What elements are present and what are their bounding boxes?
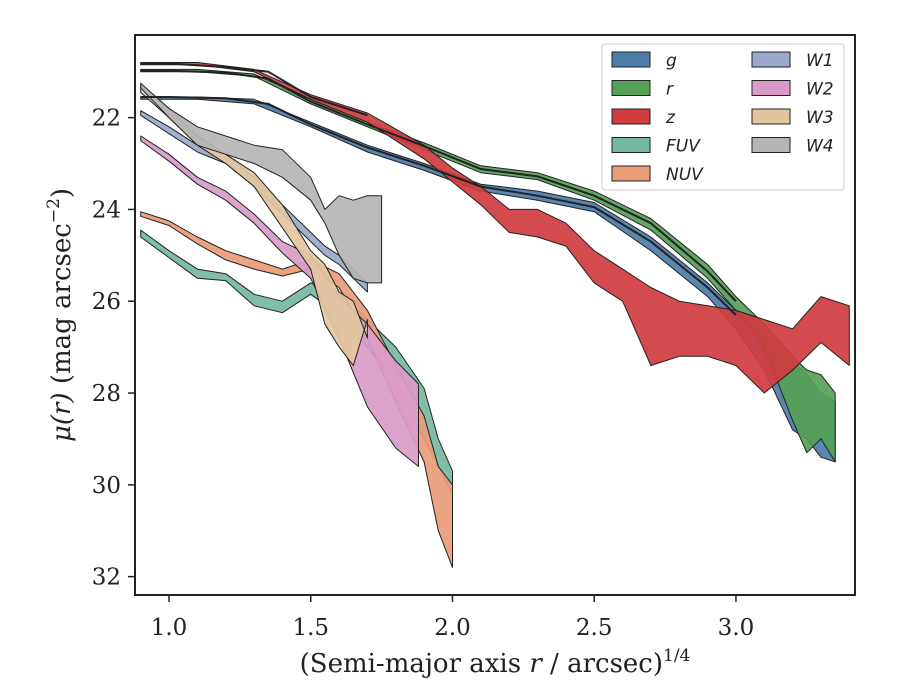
legend-item-z: z [611, 108, 676, 128]
plot-frame [134, 34, 856, 596]
band-w3 [140, 85, 368, 366]
x-tick-label: 2.0 [434, 615, 471, 641]
x-axis-label-var: r [529, 649, 543, 679]
legend-item-w1: W1 [751, 51, 834, 71]
legend-label: W2 [806, 80, 834, 100]
legend-label: FUV [666, 137, 701, 157]
y-tick-label: 30 [92, 473, 121, 499]
legend-swatch [751, 108, 791, 125]
x-axis-label: (Semi-major axis r / arcsec)1/4 [300, 646, 691, 679]
reference-line-2 [140, 69, 737, 302]
x-tick-label: 1.0 [151, 615, 188, 641]
legend-swatch [751, 80, 791, 96]
legend-label: r [666, 80, 674, 100]
reference-line-3 [140, 62, 368, 117]
x-tick-label: 1.5 [292, 615, 329, 641]
reference-lines [140, 62, 737, 316]
y-axis-label-main: (mag arcsec [47, 223, 77, 392]
legend-label: g [666, 51, 677, 71]
legend-item-r: r [611, 80, 674, 100]
legend-swatch [611, 137, 651, 153]
band-w2 [140, 135, 419, 467]
legend-label: W4 [806, 137, 834, 157]
y-axis-label-sup: −2 [44, 198, 64, 223]
band-nuv [140, 211, 453, 568]
x-axis: 1.0 1.5 2.0 2.5 3.0 [151, 595, 755, 641]
x-axis-label-mid: / arcsec) [542, 649, 663, 679]
x-axis-label-sup: 1/4 [663, 646, 690, 666]
y-axis: 22 24 26 28 30 32 [92, 106, 135, 591]
legend-swatch [611, 80, 651, 96]
legend: grz FUV NUV W1 W2 W3 W4 [601, 43, 845, 191]
legend-item-g: g [611, 51, 677, 71]
legend-swatch [751, 51, 791, 68]
y-tick-label: 22 [92, 106, 121, 132]
reference-line-1 [140, 96, 737, 316]
x-axis-label-main: (Semi-major axis [300, 649, 530, 679]
legend-item-w4: W4 [751, 137, 834, 157]
y-axis-label: μ(r) (mag arcsec−2) [44, 188, 77, 442]
y-tick-label: 26 [92, 289, 121, 315]
legend-label: W3 [806, 108, 834, 128]
x-tick-label: 2.5 [576, 615, 613, 641]
x-tick-label: 3.0 [718, 615, 755, 641]
legend-item-w3: W3 [751, 108, 834, 128]
legend-label: z [665, 108, 676, 128]
legend-item-nuv: NUV [611, 165, 704, 185]
y-tick-label: 28 [92, 381, 121, 407]
band-w4 [140, 82, 383, 284]
legend-swatch [611, 108, 651, 125]
legend-item-w2: W2 [751, 80, 834, 100]
y-tick-label: 32 [92, 565, 121, 591]
legend-label: W1 [806, 51, 834, 71]
legend-swatch [611, 165, 651, 182]
y-axis-label-var: μ(r) [47, 392, 77, 442]
y-axis-label-end: ) [47, 188, 77, 198]
legend-label: NUV [666, 165, 704, 185]
y-tick-label: 24 [92, 197, 121, 223]
legend-swatch [611, 51, 651, 68]
legend-item-fuv: FUV [611, 137, 701, 157]
legend-swatch [751, 137, 791, 153]
